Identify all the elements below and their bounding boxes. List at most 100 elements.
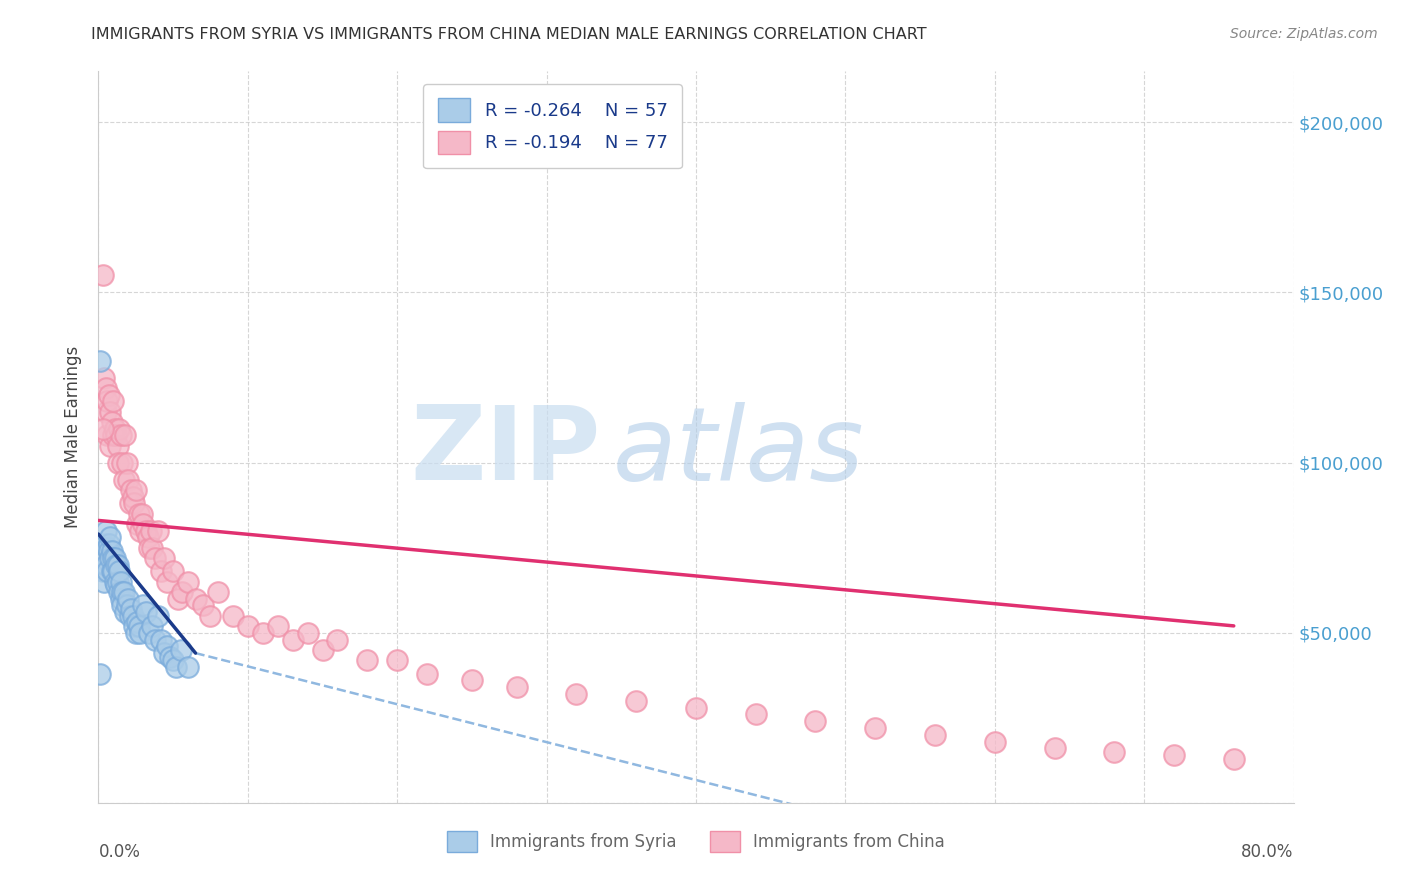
Point [267, 619, 290, 633]
Text: Source: ZipAtlas.com: Source: ZipAtlas.com [1230, 27, 1378, 41]
Point [114, 605, 136, 619]
Point [136, 531, 159, 545]
Point [177, 659, 200, 673]
Legend: Immigrants from Syria, Immigrants from China: Immigrants from Syria, Immigrants from C… [439, 822, 953, 860]
Point [461, 673, 484, 688]
Point [115, 599, 138, 613]
Point [1163, 748, 1185, 763]
Point [89, 353, 111, 368]
Point [120, 602, 142, 616]
Point [111, 585, 134, 599]
Point [93, 370, 115, 384]
Point [107, 558, 129, 572]
Point [135, 605, 157, 619]
Point [150, 632, 173, 647]
Point [984, 734, 1007, 748]
Point [94, 404, 117, 418]
Point [191, 599, 214, 613]
Point [96, 541, 118, 555]
Point [153, 646, 176, 660]
Text: 80.0%: 80.0% [1241, 843, 1294, 861]
Point [153, 550, 176, 565]
Point [112, 473, 135, 487]
Point [172, 585, 194, 599]
Point [105, 558, 128, 572]
Point [91, 550, 114, 565]
Point [162, 565, 184, 579]
Point [924, 728, 946, 742]
Point [98, 439, 122, 453]
Point [111, 456, 134, 470]
Point [111, 599, 134, 613]
Point [124, 496, 146, 510]
Point [125, 625, 148, 640]
Point [252, 625, 274, 640]
Point [96, 428, 118, 442]
Point [685, 700, 707, 714]
Point [117, 591, 139, 606]
Point [96, 394, 118, 409]
Point [127, 615, 149, 630]
Point [90, 541, 112, 555]
Point [117, 473, 139, 487]
Point [177, 574, 200, 589]
Point [104, 550, 127, 565]
Point [132, 516, 155, 531]
Point [98, 550, 122, 565]
Point [98, 404, 122, 418]
Point [281, 632, 304, 647]
Point [101, 415, 124, 429]
Text: 0.0%: 0.0% [98, 843, 141, 861]
Point [865, 721, 887, 735]
Point [94, 381, 117, 395]
Point [124, 619, 146, 633]
Point [121, 490, 143, 504]
Point [506, 680, 529, 694]
Point [311, 642, 333, 657]
Point [138, 625, 160, 640]
Point [110, 574, 132, 589]
Point [94, 524, 117, 538]
Point [93, 574, 115, 589]
Point [91, 268, 114, 283]
Point [115, 456, 138, 470]
Point [135, 524, 157, 538]
Point [103, 565, 125, 579]
Point [156, 640, 179, 654]
Point [108, 585, 131, 599]
Point [165, 659, 187, 673]
Point [103, 394, 125, 409]
Point [200, 608, 222, 623]
Point [745, 707, 768, 722]
Y-axis label: Median Male Earnings: Median Male Earnings [65, 346, 83, 528]
Point [127, 516, 149, 531]
Point [112, 585, 135, 599]
Point [138, 541, 160, 555]
Point [141, 541, 163, 555]
Point [107, 439, 129, 453]
Text: atlas: atlas [613, 401, 863, 501]
Point [103, 550, 125, 565]
Point [626, 694, 648, 708]
Point [125, 483, 148, 497]
Point [207, 585, 229, 599]
Point [110, 428, 132, 442]
Text: IMMIGRANTS FROM SYRIA VS IMMIGRANTS FROM CHINA MEDIAN MALE EARNINGS CORRELATION : IMMIGRANTS FROM SYRIA VS IMMIGRANTS FROM… [91, 27, 927, 42]
Point [91, 421, 114, 435]
Point [162, 653, 184, 667]
Point [150, 565, 173, 579]
Point [297, 625, 319, 640]
Point [385, 653, 409, 667]
Point [120, 483, 142, 497]
Point [236, 619, 259, 633]
Point [143, 632, 166, 647]
Point [128, 507, 150, 521]
Point [118, 496, 141, 510]
Point [104, 421, 127, 435]
Point [114, 428, 136, 442]
Point [104, 574, 127, 589]
Point [97, 544, 120, 558]
Point [128, 619, 150, 633]
Point [97, 387, 120, 401]
Point [107, 574, 129, 589]
